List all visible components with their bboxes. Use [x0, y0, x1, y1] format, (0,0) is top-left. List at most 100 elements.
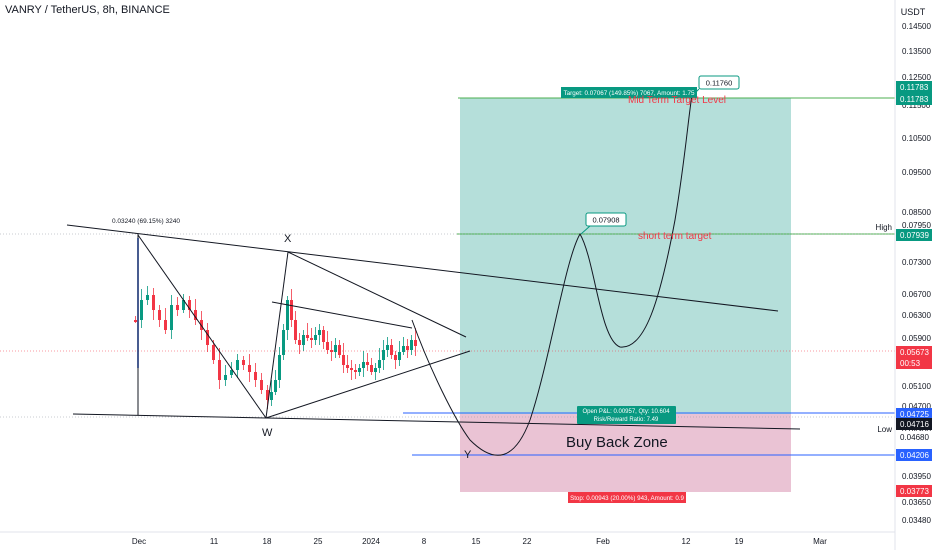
- price-tag: [896, 81, 932, 93]
- candle-body: [406, 346, 409, 350]
- price-tag: [896, 408, 932, 420]
- price-tick-label: 0.07950: [902, 221, 931, 230]
- candle-body: [218, 360, 221, 380]
- time-axis-label: 19: [735, 537, 744, 546]
- side-label: Low: [877, 425, 892, 434]
- candle-body: [298, 340, 301, 345]
- price-tick-label: 0.07300: [902, 258, 931, 267]
- candle-body: [350, 368, 353, 370]
- candle-body: [134, 320, 137, 322]
- candle-body: [224, 375, 227, 380]
- candle-body: [338, 345, 341, 355]
- candle-body: [230, 370, 233, 375]
- candle-body: [402, 346, 405, 352]
- price-tick-label: 0.04700: [902, 402, 931, 411]
- price-tag: [896, 449, 932, 461]
- price-tick-label: 0.10500: [902, 134, 931, 143]
- side-label: High: [876, 223, 892, 232]
- open-pnl-line1: Open P&L: 0.00957, Qty: 10.604: [582, 409, 670, 415]
- bubble-0-11760-text: 0.11760: [706, 79, 733, 88]
- price-tick-label: 0.05900: [902, 334, 931, 343]
- price-tick-label: 0.03650: [902, 498, 931, 507]
- price-tick-label: 0.14500: [902, 22, 931, 31]
- w-point-label: W: [262, 427, 273, 439]
- price-tick-label: 0.05100: [902, 382, 931, 391]
- profit-zone[interactable]: [460, 98, 791, 414]
- candle-body: [176, 305, 179, 310]
- price-tick-label: 0.06300: [902, 311, 931, 320]
- target-box-text: Target: 0.07067 (149.85%) 7067, Amount: …: [564, 90, 695, 97]
- time-axis-label: 2024: [362, 537, 380, 546]
- time-axis-label: 18: [263, 537, 272, 546]
- time-axis-label: Mar: [813, 537, 827, 546]
- candle-body: [342, 355, 345, 365]
- candle-body: [322, 330, 325, 342]
- candle-body: [382, 350, 385, 360]
- price-axis[interactable]: USDT 0.14500 0.13500 0.12500 0.11500 0.10500…: [876, 0, 932, 550]
- candle-body: [302, 335, 305, 345]
- time-axis[interactable]: Dec 11 18 25 2024 8 15 22 Feb 12 19 Mar: [0, 531, 895, 546]
- time-axis-label: 11: [210, 537, 219, 546]
- candle-body: [414, 340, 417, 346]
- candle-body: [386, 345, 389, 350]
- projected-path[interactable]: [411, 94, 693, 456]
- price-tag: [896, 93, 932, 105]
- price-tick-label: 0.12500: [902, 73, 931, 82]
- mid-target-label: Mid Term Target Level: [628, 95, 726, 106]
- price-tick-label: 0.08500: [902, 208, 931, 217]
- time-axis-label: 22: [523, 537, 532, 546]
- price-tag-value: 0.05673: [900, 348, 929, 357]
- price-tag-value: 0.03773: [900, 487, 929, 496]
- price-tick-label: 0.11500: [902, 101, 931, 110]
- bubble-0-11760[interactable]: 0.11760: [698, 75, 740, 90]
- candle-body: [306, 335, 309, 338]
- candle-body: [278, 355, 281, 380]
- price-tick-label: 0.09500: [902, 168, 931, 177]
- price-tick-label: 0.03480: [902, 516, 931, 525]
- candle-body: [248, 365, 251, 372]
- candle-body: [370, 365, 373, 372]
- x-point-label: X: [284, 233, 292, 245]
- loss-zone[interactable]: [460, 414, 791, 492]
- countdown-text: 00:53: [900, 359, 921, 368]
- bubble-0-07908[interactable]: 0.07908: [585, 212, 627, 227]
- open-pnl-box[interactable]: [577, 406, 676, 424]
- candle-body: [378, 360, 381, 368]
- candle-body: [314, 335, 317, 340]
- stop-box[interactable]: [568, 492, 686, 503]
- candle-body: [390, 345, 393, 355]
- candle-body: [334, 345, 337, 352]
- pattern-lines[interactable]: [66, 224, 801, 430]
- candle-body: [140, 300, 143, 320]
- candle-body: [374, 368, 377, 372]
- candle-body: [290, 300, 293, 320]
- price-tag: [896, 229, 932, 241]
- candlestick-series[interactable]: [134, 238, 417, 409]
- target-box[interactable]: [561, 87, 697, 98]
- candle-body: [330, 350, 333, 352]
- price-tag-value: 0.04716: [900, 420, 929, 429]
- candle-body: [266, 390, 269, 400]
- price-tag-value: 0.11783: [900, 95, 929, 104]
- candle-body: [318, 330, 321, 335]
- candle-body: [274, 380, 277, 392]
- currency-label: USDT: [901, 7, 926, 17]
- candle-body: [158, 310, 161, 320]
- price-tag: [896, 431, 932, 443]
- candle-body: [354, 370, 357, 372]
- swing-measure-label: 0.03240 (69.15%) 3240: [112, 218, 180, 225]
- price-tag: [896, 418, 932, 430]
- candle-body: [212, 345, 215, 360]
- candle-body: [242, 360, 245, 365]
- stop-box-text: Stop: 0.00943 (20.00%) 943, Amount: 0.9: [570, 495, 684, 502]
- candle-body: [310, 338, 313, 340]
- price-tag: [896, 346, 932, 358]
- time-axis-label: 25: [314, 537, 323, 546]
- time-axis-label: Dec: [132, 537, 146, 546]
- time-axis-label: Feb: [596, 537, 610, 546]
- candle-body: [362, 362, 365, 368]
- candle-body: [260, 380, 263, 390]
- chart-title: VANRY / TetherUS, 8h, BINANCE: [5, 4, 170, 16]
- price-tick-label: 0.13500: [902, 47, 931, 56]
